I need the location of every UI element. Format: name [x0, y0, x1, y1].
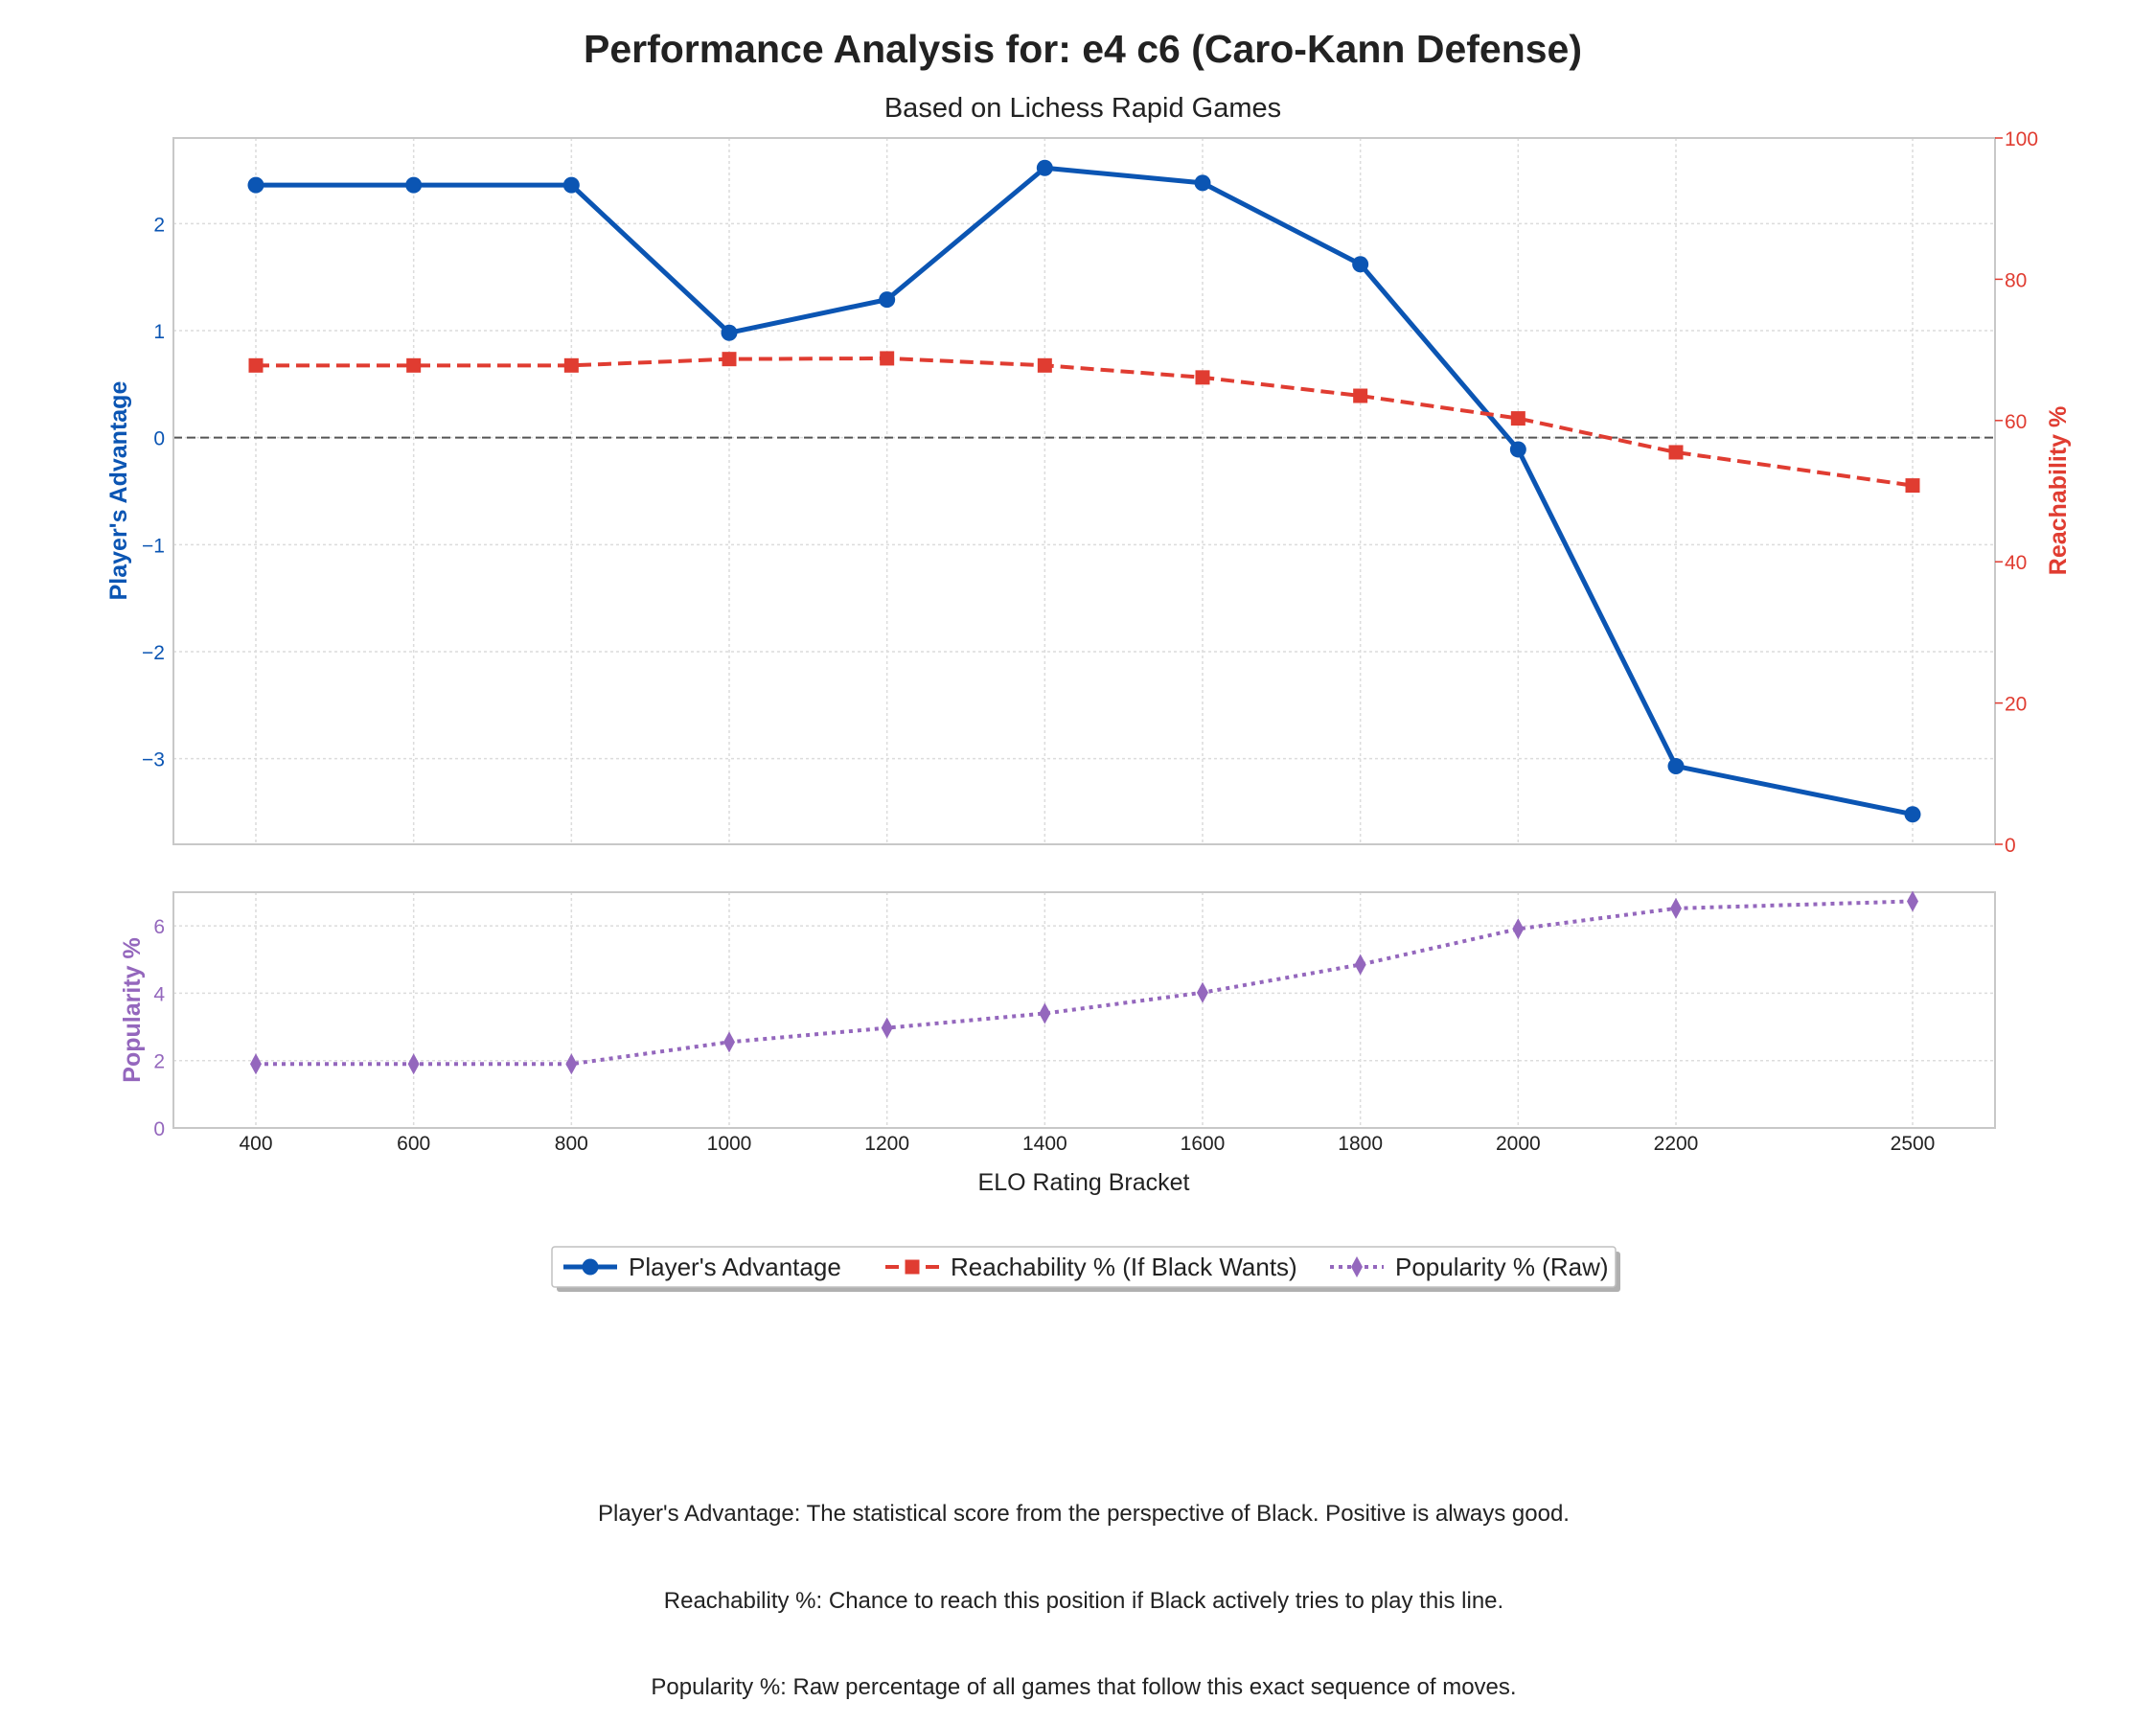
y-right-tick-label: 100 [2005, 128, 2038, 150]
data-point [1352, 256, 1369, 273]
x-tick-label: 1000 [707, 1133, 752, 1155]
x-tick-label: 1600 [1181, 1133, 1226, 1155]
data-point [905, 1259, 920, 1275]
series-line [256, 165, 1914, 817]
y-right-axis-label: Reachability % [2045, 406, 2072, 575]
data-point [250, 1053, 262, 1075]
caption-advantage: Player's Advantage: The statistical scor… [598, 1501, 1570, 1527]
data-point [1668, 445, 1684, 460]
legend: Player's Advantage Reachability % (If Bla… [551, 1246, 1620, 1292]
data-point [1354, 954, 1366, 976]
data-point [723, 1031, 735, 1053]
data-point [880, 351, 895, 366]
x-tick-label: 2000 [1496, 1133, 1541, 1155]
data-point [1036, 159, 1053, 176]
data-point [407, 1053, 420, 1075]
y-left-axis-label: Player's Advantage [105, 381, 132, 601]
x-tick-label: 1800 [1338, 1133, 1383, 1155]
y-right-tick-label: 80 [2005, 269, 2027, 291]
data-point [248, 357, 264, 373]
y-left-tick-label: −1 [142, 535, 165, 557]
data-point [879, 291, 896, 309]
y-right-tick-label: 0 [2005, 835, 2016, 857]
data-point [247, 176, 264, 194]
data-point [405, 176, 423, 194]
bottom-panel-series [250, 890, 1918, 1075]
data-point [722, 352, 737, 367]
data-point [1039, 1002, 1051, 1024]
y-bottom-tick-label: 2 [153, 1051, 165, 1073]
y-left-tick-label: 2 [153, 214, 165, 236]
caption-reachability: Reachability %: Chance to reach this pos… [664, 1588, 1503, 1614]
top-panel-series [247, 159, 1921, 823]
data-point [1667, 757, 1685, 774]
x-tick-label: 1400 [1022, 1133, 1067, 1155]
top-panel-grid [173, 138, 1995, 844]
data-point [1351, 1256, 1363, 1277]
data-point [582, 1258, 599, 1276]
data-point [1195, 370, 1210, 385]
x-tick-label: 1200 [864, 1133, 909, 1155]
data-point [1905, 478, 1920, 494]
data-point [1037, 357, 1052, 373]
y-bottom-tick-label: 0 [153, 1118, 165, 1140]
top-panel-frame [172, 137, 1996, 845]
x-tick-label: 600 [397, 1133, 430, 1155]
data-point [406, 357, 422, 373]
data-point [563, 357, 579, 373]
x-tick-label: 800 [555, 1133, 588, 1155]
bottom-panel-frame [172, 891, 1996, 1129]
y-bottom-tick-label: 6 [153, 916, 165, 938]
x-axis-label: ELO Rating Bracket [978, 1169, 1190, 1196]
chart-title: Performance Analysis for: e4 c6 (Caro-Ka… [584, 27, 1582, 71]
legend-label: Player's Advantage [629, 1253, 841, 1281]
legend-label: Popularity % (Raw) [1395, 1253, 1609, 1281]
data-point [1904, 806, 1921, 823]
legend-box [551, 1246, 1617, 1288]
y-left-tick-label: 0 [153, 428, 165, 450]
y-left-tick-label: −2 [142, 642, 165, 664]
y-right-tick-label: 40 [2005, 552, 2027, 574]
y-right-tick-label: 20 [2005, 694, 2027, 716]
data-point [1512, 918, 1525, 940]
y-bottom-axis-label: Popularity % [119, 937, 146, 1082]
y-bottom-tick-label: 4 [153, 983, 165, 1005]
chart-subtitle: Based on Lichess Rapid Games [884, 93, 1281, 124]
data-point [565, 1053, 578, 1075]
x-tick-label: 2500 [1891, 1133, 1936, 1155]
data-point [1510, 411, 1525, 426]
legend-label: Reachability % (If Black Wants) [951, 1253, 1297, 1281]
y-left-tick-label: −3 [142, 749, 165, 771]
data-point [881, 1017, 893, 1039]
data-point [1194, 174, 1211, 192]
series-line [256, 356, 1914, 488]
data-point [1353, 388, 1368, 403]
x-tick-label: 400 [239, 1133, 272, 1155]
data-point [1907, 890, 1918, 912]
y-left-tick-label: 1 [153, 321, 165, 343]
data-point [721, 324, 738, 341]
bottom-panel-grid [173, 892, 1995, 1128]
x-tick-label: 2200 [1654, 1133, 1699, 1155]
caption-popularity: Popularity %: Raw percentage of all game… [651, 1674, 1516, 1700]
data-point [1509, 441, 1526, 458]
data-point [1197, 981, 1208, 1003]
bottom-panel-ticks: 400 600 800 1000 1200 1400 1600 1800 2000 2200 250… [153, 916, 1935, 1155]
data-point [1670, 897, 1682, 919]
data-point [562, 176, 580, 194]
y-right-tick-label: 60 [2005, 411, 2027, 433]
